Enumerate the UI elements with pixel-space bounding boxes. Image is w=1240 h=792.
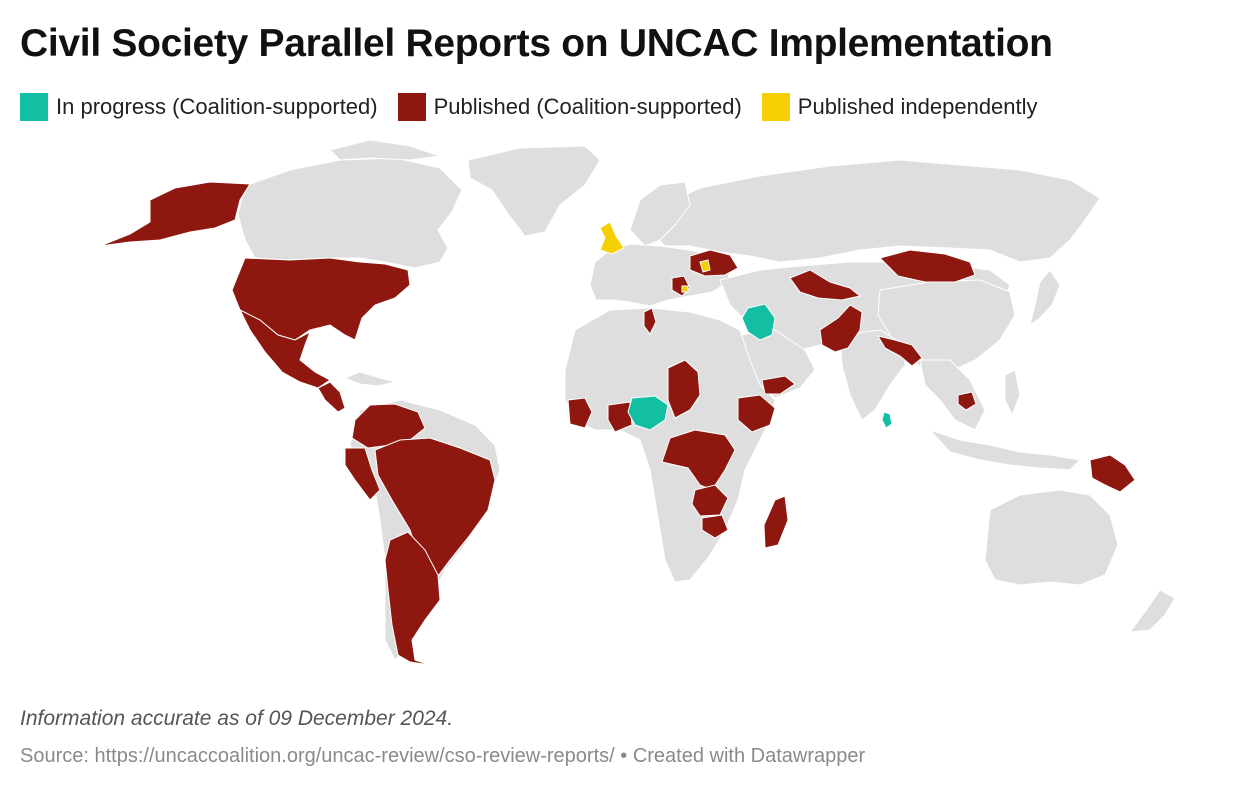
legend-item-published: Published (Coalition-supported) — [397, 93, 742, 121]
legend-swatch-independent — [761, 93, 790, 121]
land-japan — [1029, 269, 1061, 327]
country-yemen — [761, 375, 796, 395]
legend-label-published: Published (Coalition-supported) — [433, 94, 742, 119]
country-alaska — [99, 181, 251, 247]
land-canada — [237, 157, 463, 269]
country-uk — [599, 221, 625, 255]
country-mongolia — [879, 249, 976, 283]
land-caribbean — [343, 371, 396, 387]
country-central-america — [317, 381, 346, 413]
country-zimbabwe — [701, 514, 729, 539]
legend-item-independent: Published independently — [761, 93, 1038, 121]
land-australia — [984, 489, 1119, 586]
country-cambodia — [957, 391, 977, 411]
country-argentina-chile — [384, 531, 441, 666]
land-greenland — [467, 145, 601, 237]
country-small-balkan — [681, 285, 689, 293]
independent-countries — [599, 221, 711, 293]
country-west-africa-2 — [607, 401, 633, 433]
legend-label-independent: Published independently — [797, 94, 1038, 119]
country-ethiopia — [737, 394, 776, 433]
country-moldova — [699, 259, 711, 273]
country-tunisia — [643, 307, 657, 335]
country-pakistan-afghan — [819, 304, 863, 353]
legend: In progress (Coalition-supported) Publis… — [20, 93, 1058, 121]
map-title: Civil Society Parallel Reports on UNCAC … — [20, 22, 1053, 65]
land-scandinavia — [629, 181, 691, 247]
land-russia — [649, 159, 1101, 263]
land-arctic-islands — [329, 140, 441, 161]
in-progress-countries — [627, 303, 893, 431]
country-png — [1089, 454, 1136, 493]
land-india — [839, 329, 906, 421]
land-philippines — [1004, 369, 1021, 417]
country-brazil — [374, 437, 496, 581]
country-iraq — [741, 303, 776, 341]
published-countries — [99, 181, 1136, 666]
world-map — [99, 140, 1176, 666]
country-west-africa-1 — [567, 397, 593, 429]
accuracy-note: Information accurate as of 09 December 2… — [20, 707, 454, 730]
legend-swatch-published — [397, 93, 426, 121]
country-kazakh-kyrgyz — [789, 269, 862, 301]
country-peru-ecuador — [344, 447, 381, 501]
source-credit: Source: https://uncaccoalition.org/uncac… — [20, 745, 866, 767]
legend-swatch-in-progress — [20, 93, 48, 121]
country-chad-sudan — [667, 359, 701, 419]
legend-label-in-progress: In progress (Coalition-supported) — [56, 94, 378, 119]
country-mexico — [238, 308, 331, 389]
country-nigeria — [627, 395, 669, 431]
country-sri-lanka — [881, 411, 893, 429]
land-se-asia — [919, 359, 986, 431]
land-base — [237, 140, 1176, 661]
country-bangladesh-nepal — [876, 335, 923, 367]
land-new-zealand — [1128, 589, 1176, 633]
country-colombia-venezuela — [351, 403, 426, 449]
country-madagascar — [763, 495, 789, 549]
legend-item-in-progress: In progress (Coalition-supported) — [20, 93, 378, 121]
land-indonesia — [928, 428, 1082, 471]
